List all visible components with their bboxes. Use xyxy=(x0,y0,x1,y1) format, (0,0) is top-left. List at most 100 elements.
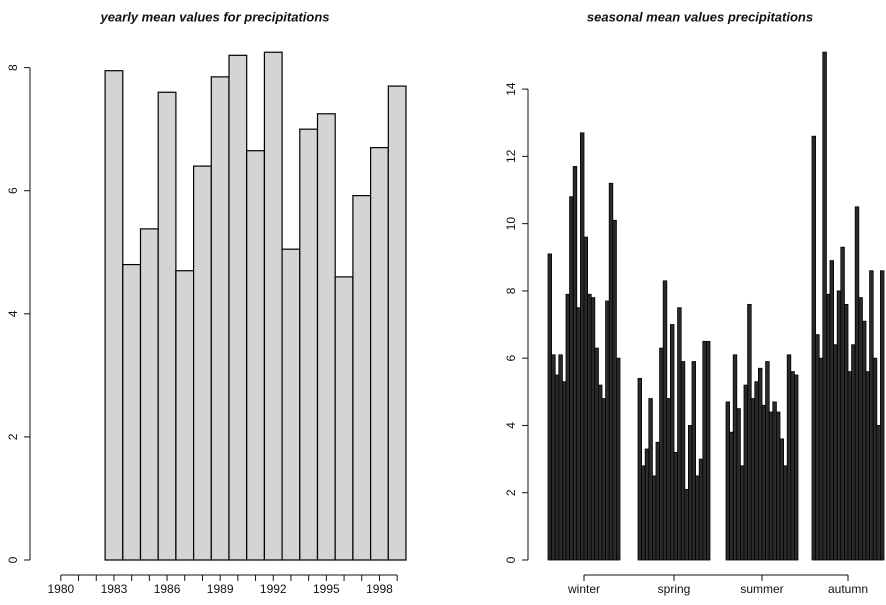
x-tick-label: spring xyxy=(658,582,691,596)
bar xyxy=(547,253,552,561)
bar xyxy=(228,54,248,561)
bar xyxy=(281,248,301,561)
bar xyxy=(569,196,574,561)
bar xyxy=(876,425,881,561)
bar xyxy=(862,320,867,561)
y-tick-label: 4 xyxy=(6,310,20,317)
bar xyxy=(666,398,671,561)
bar xyxy=(688,425,693,561)
bar xyxy=(702,340,707,561)
bar xyxy=(729,431,734,561)
bar xyxy=(865,371,870,561)
bar xyxy=(829,260,834,561)
chart-title: seasonal mean values precipitations xyxy=(587,9,813,24)
bar xyxy=(590,297,596,561)
x-tick-label: winter xyxy=(567,582,600,596)
x-tick-label: 1980 xyxy=(47,582,74,596)
bar xyxy=(157,91,177,561)
bar xyxy=(601,398,606,561)
x-tick-label: summer xyxy=(740,582,783,596)
bar xyxy=(684,488,689,561)
bar xyxy=(758,367,763,561)
bar xyxy=(740,465,745,561)
y-tick-label: 12 xyxy=(504,149,518,163)
bar xyxy=(872,357,878,561)
bar xyxy=(818,357,824,561)
y-tick-label: 14 xyxy=(504,82,518,96)
bar xyxy=(822,51,827,561)
bar xyxy=(858,297,863,561)
bar xyxy=(644,448,650,561)
bar xyxy=(736,408,741,561)
y-tick-label: 6 xyxy=(6,187,20,194)
bar xyxy=(334,276,354,561)
bar xyxy=(698,458,704,561)
bar xyxy=(605,300,610,561)
bar xyxy=(554,374,560,561)
bar xyxy=(833,344,838,561)
bar xyxy=(352,195,372,561)
x-tick-label: 1989 xyxy=(207,582,234,596)
bar xyxy=(765,361,770,561)
bar xyxy=(594,347,599,561)
bar xyxy=(648,398,653,561)
bar xyxy=(662,280,668,561)
bar xyxy=(616,357,621,561)
bar xyxy=(750,398,756,561)
chart-title: yearly mean values for precipitations xyxy=(99,9,329,24)
bar xyxy=(659,347,664,561)
bar xyxy=(854,206,860,561)
bar xyxy=(811,135,816,561)
bar xyxy=(754,381,759,561)
bar xyxy=(747,303,752,561)
bar xyxy=(576,307,581,561)
bar xyxy=(840,246,845,561)
bar xyxy=(193,165,212,561)
bar xyxy=(725,401,730,561)
y-tick-label: 8 xyxy=(6,64,20,71)
x-tick-label: 1992 xyxy=(260,582,287,596)
bar xyxy=(641,465,646,561)
bar xyxy=(565,293,570,561)
bar xyxy=(655,441,660,561)
bar xyxy=(558,354,563,561)
bar xyxy=(175,270,195,561)
y-tick-label: 8 xyxy=(504,287,518,294)
bar xyxy=(637,377,642,561)
bar xyxy=(299,128,319,561)
bar xyxy=(826,293,831,561)
bar xyxy=(598,384,603,561)
bar xyxy=(139,228,159,561)
x-tick-label: 1995 xyxy=(313,582,340,596)
bar xyxy=(612,219,617,561)
bar xyxy=(790,371,795,561)
bar xyxy=(815,334,820,561)
bar xyxy=(706,340,711,561)
bar xyxy=(695,475,700,561)
bar xyxy=(869,270,874,561)
bar xyxy=(761,404,766,561)
bar xyxy=(786,354,792,561)
bar xyxy=(580,132,585,561)
bar xyxy=(743,384,748,561)
bar xyxy=(776,411,781,561)
bar xyxy=(677,307,682,561)
bar xyxy=(562,381,567,561)
bar xyxy=(794,374,799,561)
bar xyxy=(680,361,686,561)
y-tick-label: 6 xyxy=(504,355,518,362)
x-tick-label: 1983 xyxy=(101,582,128,596)
bar xyxy=(122,263,142,561)
x-tick-label: 1986 xyxy=(154,582,181,596)
bar xyxy=(670,324,675,561)
bar xyxy=(652,475,657,561)
bar xyxy=(768,411,774,561)
bar xyxy=(691,361,696,561)
bar xyxy=(246,150,265,561)
bar xyxy=(608,182,614,561)
y-tick-label: 10 xyxy=(504,217,518,231)
bar xyxy=(104,70,124,561)
bar xyxy=(880,270,885,561)
bar xyxy=(263,51,283,561)
